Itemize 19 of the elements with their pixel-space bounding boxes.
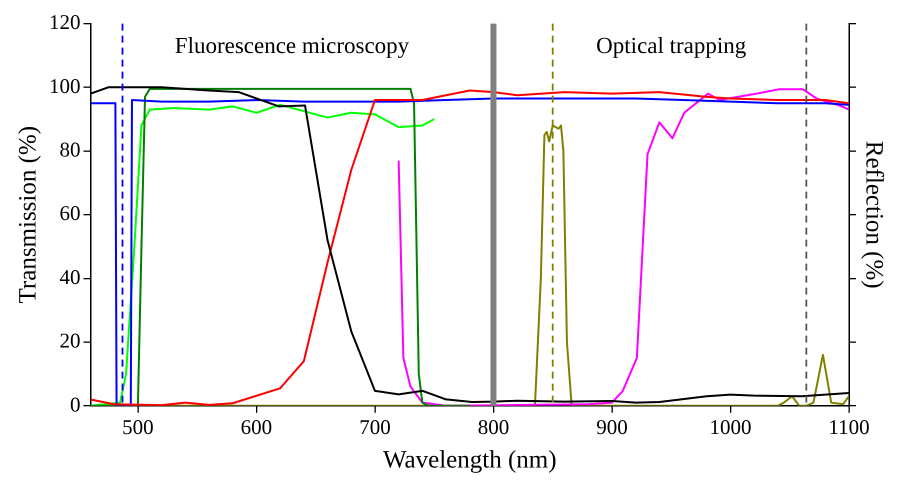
- x-tick-label: 500: [122, 414, 154, 439]
- x-tick-label: 700: [359, 414, 391, 439]
- y-tick-label: 20: [60, 328, 80, 353]
- y-tick-label: 100: [49, 74, 80, 98]
- y-tick-label: 120: [49, 10, 80, 34]
- annotation: Fluorescence microscopy: [174, 33, 410, 58]
- y-tick-label: 60: [60, 201, 80, 226]
- x-tick-label: 1000: [709, 414, 752, 439]
- y-tick-label: 80: [60, 138, 80, 162]
- annotation: Optical trapping: [596, 33, 747, 58]
- y-axis-title: Transmission (%): [14, 126, 42, 304]
- y-tick-label: 40: [60, 264, 80, 289]
- x-axis-title: Wavelength (nm): [382, 446, 557, 474]
- y2-axis-title: Reflection (%): [860, 140, 888, 289]
- x-tick-label: 800: [478, 414, 510, 439]
- x-tick-label: 900: [596, 414, 628, 439]
- y-tick-label: 0: [70, 392, 80, 416]
- x-tick-label: 600: [240, 414, 272, 439]
- x-tick-label: 1100: [828, 414, 870, 439]
